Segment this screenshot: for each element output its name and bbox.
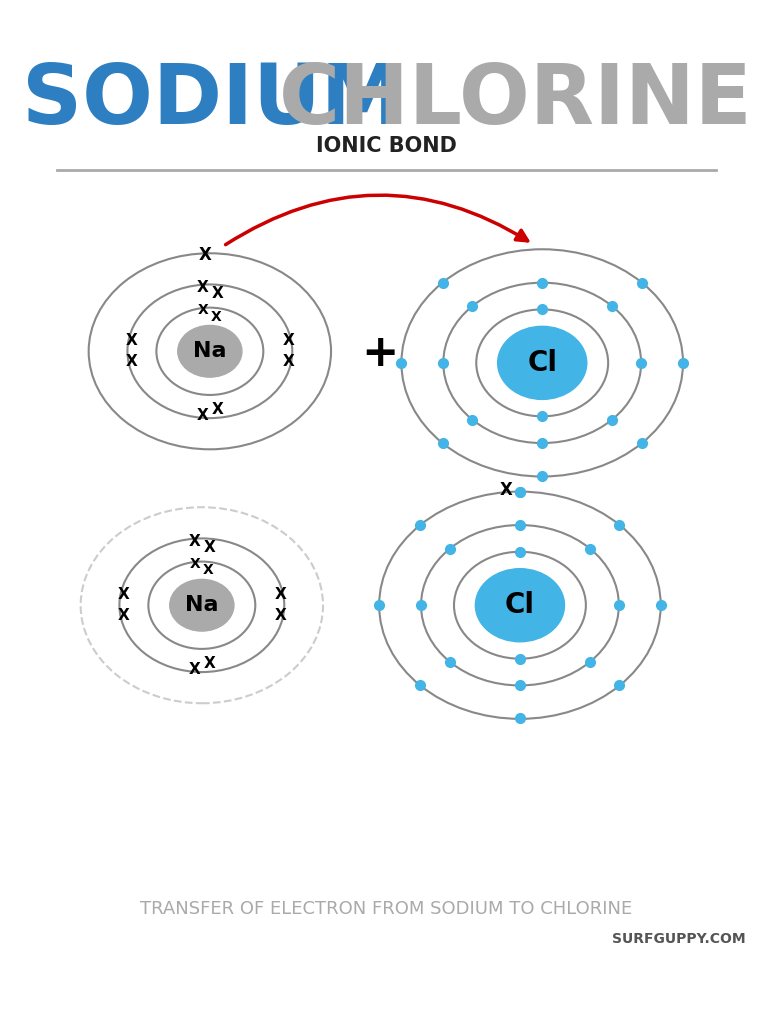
Text: X: X [190,557,200,571]
Text: X: X [199,246,212,264]
Text: CHLORINE: CHLORINE [278,60,752,140]
Text: Cl: Cl [505,591,535,620]
Text: X: X [212,286,224,301]
Text: X: X [212,402,224,417]
Text: X: X [204,656,216,671]
Text: X: X [275,607,286,623]
Text: X: X [126,353,137,368]
Text: X: X [282,333,294,348]
Text: X: X [203,563,214,577]
Text: SODIUM: SODIUM [22,60,403,140]
Text: X: X [499,481,512,499]
Text: X: X [189,662,200,677]
Text: TRANSFER OF ELECTRON FROM SODIUM TO CHLORINE: TRANSFER OF ELECTRON FROM SODIUM TO CHLO… [140,900,633,918]
Text: X: X [275,587,286,602]
Ellipse shape [178,326,242,377]
Text: Na: Na [193,341,227,361]
Text: X: X [118,607,129,623]
Text: X: X [197,304,208,317]
Text: X: X [118,587,129,602]
Text: X: X [126,333,137,348]
Text: +: + [361,332,399,375]
Text: SURFGUPPY.COM: SURFGUPPY.COM [612,932,746,946]
Text: X: X [197,279,208,295]
Text: X: X [204,540,216,555]
Text: X: X [211,310,222,324]
FancyArrowPatch shape [225,195,527,244]
Text: X: X [282,353,294,368]
Text: IONIC BOND: IONIC BOND [316,136,457,156]
Ellipse shape [498,326,587,400]
Ellipse shape [170,579,234,631]
Text: X: X [197,408,208,423]
Text: Na: Na [185,595,218,615]
Text: Cl: Cl [527,349,557,377]
Ellipse shape [475,569,565,642]
Text: X: X [189,534,200,549]
